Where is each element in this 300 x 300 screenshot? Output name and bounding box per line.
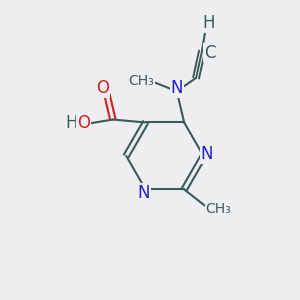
Text: O: O xyxy=(77,114,90,132)
Text: H: H xyxy=(202,14,215,32)
Text: N: N xyxy=(201,146,213,164)
Text: CH₃: CH₃ xyxy=(128,74,154,88)
Text: O: O xyxy=(96,79,109,97)
Text: C: C xyxy=(204,44,215,62)
Text: N: N xyxy=(170,79,183,97)
Text: H: H xyxy=(65,114,77,132)
Text: N: N xyxy=(138,184,150,202)
Text: CH₃: CH₃ xyxy=(206,202,231,216)
